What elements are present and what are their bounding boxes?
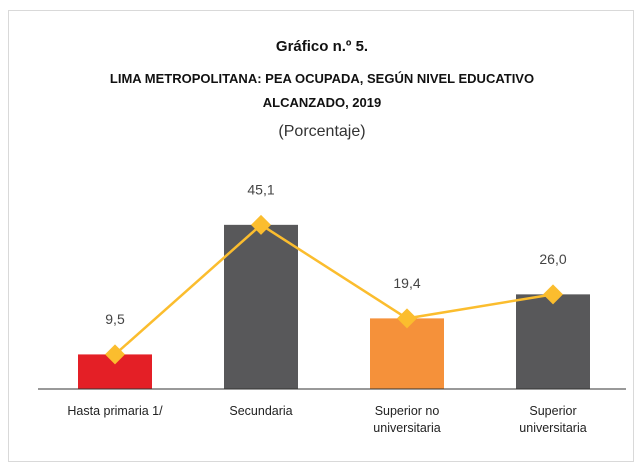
chart-frame (8, 10, 634, 462)
chart-title: Gráfico n.º 5. (275, 38, 369, 55)
data-label: 26,0 (539, 251, 566, 267)
bar (370, 318, 444, 389)
chart-subtitle: LIMA METROPOLITANA: PEA OCUPADA, SEGÚN N… (109, 71, 535, 110)
x-tick-label: Superior universitaria (519, 404, 587, 435)
x-tick-label: Secundaria (229, 404, 293, 418)
data-label: 19,4 (393, 275, 420, 291)
marker (105, 344, 125, 365)
marker (251, 214, 271, 235)
x-tick-label: Hasta primaria 1/ (67, 404, 163, 418)
data-label: 9,5 (105, 311, 125, 327)
marker (543, 284, 563, 305)
marker (397, 308, 417, 329)
bar (516, 294, 590, 389)
trend-line (114, 223, 554, 356)
x-tick-label: Superior no universitaria (373, 404, 441, 435)
data-label: 45,1 (247, 182, 274, 198)
bar (224, 224, 298, 389)
unit-label: (Porcentaje) (278, 123, 366, 140)
